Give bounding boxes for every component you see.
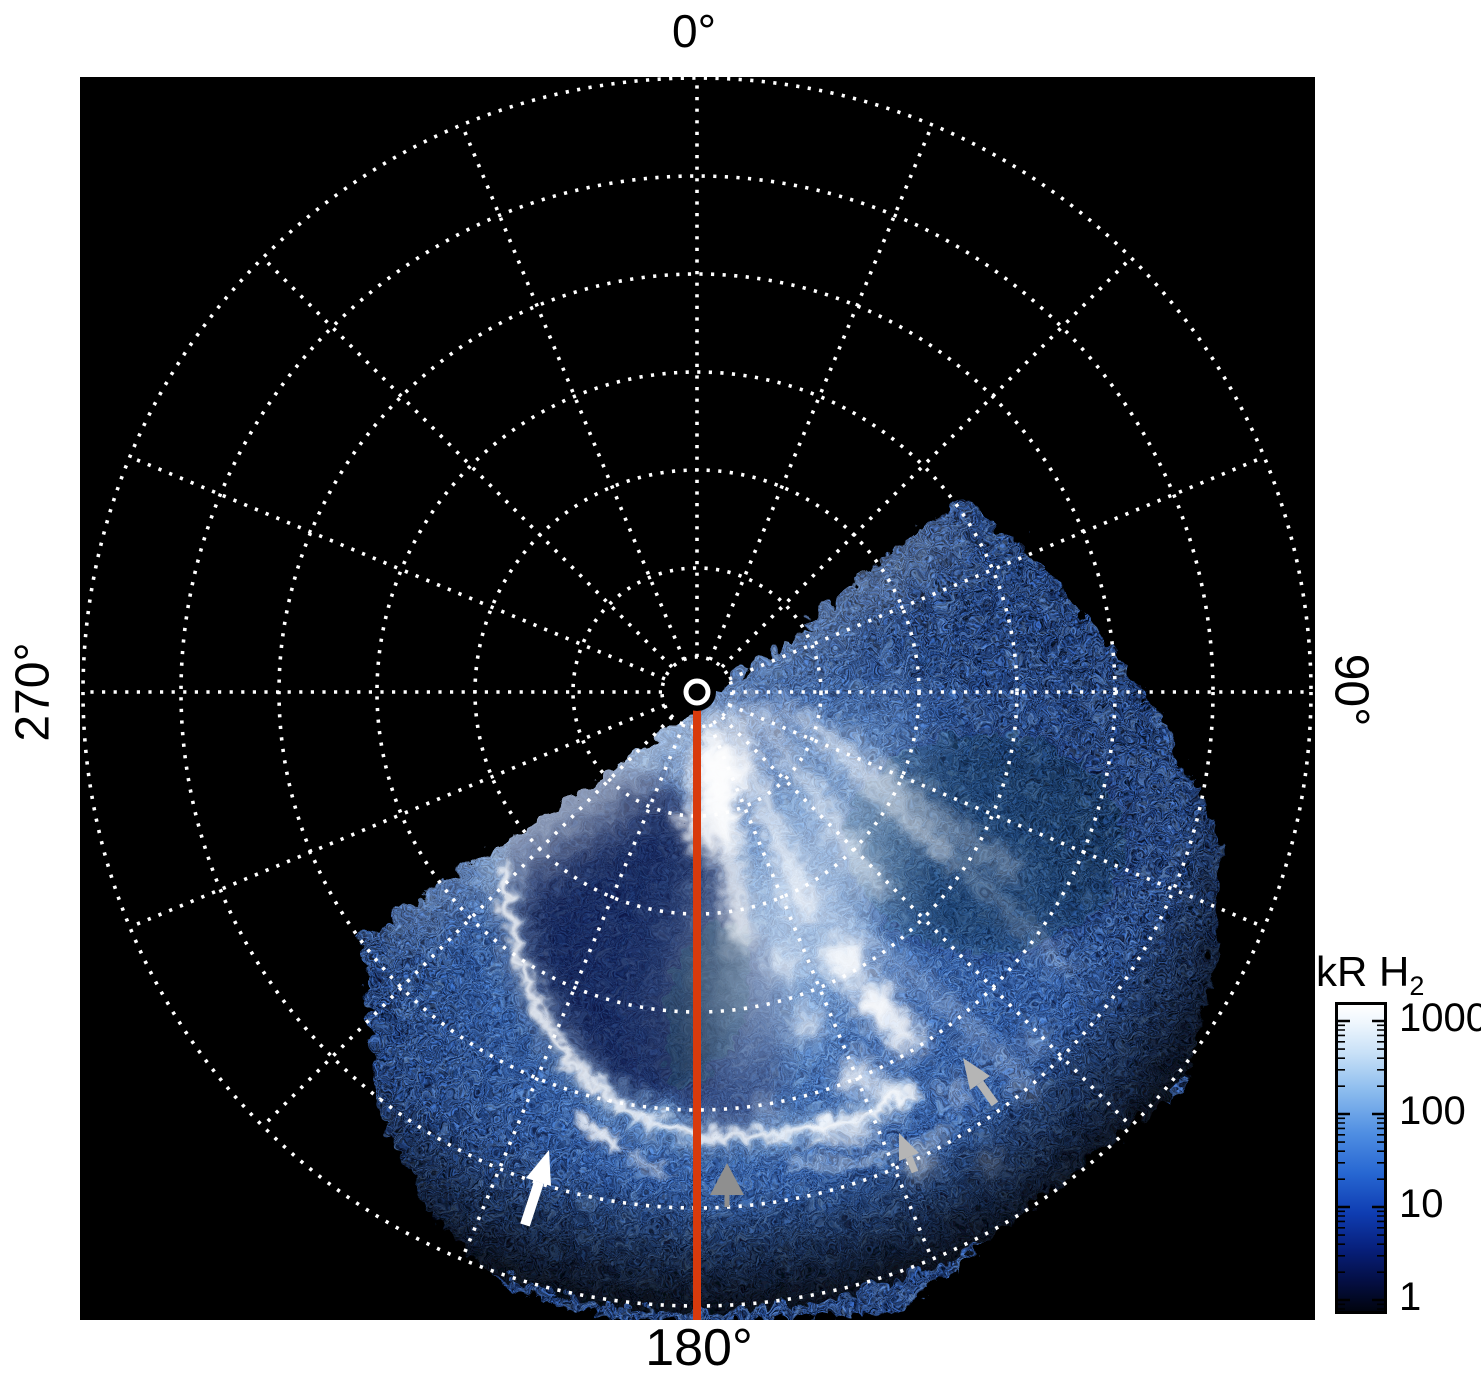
angle-label-180: 180° [645,1319,753,1377]
gray-arrow-annotation-upper [963,1058,999,1107]
colorbar-tick-1000: 1000 [1399,996,1481,1040]
gray-arrow-annotation-lower [899,1133,919,1174]
white-arrow-annotation [520,1150,551,1227]
colorbar-ticks [1338,1019,1384,1310]
colorbar-title: kR H2 [1316,948,1424,1001]
colorbar [1335,1002,1387,1314]
colorbar-tick-10: 10 [1399,1182,1444,1226]
colorbar-tick-1: 1 [1399,1275,1422,1319]
polar-plot-area [80,76,1315,1320]
colorbar-tick-100: 100 [1399,1089,1466,1133]
angle-label-0: 0° [672,5,716,57]
gray-triangle-annotation [710,1163,744,1207]
colorbar-title-main: kR H [1316,948,1410,995]
annotations [520,1058,999,1227]
polar-plot-svg [81,76,1313,1320]
pole-marker [678,673,716,711]
angle-label-270: 270° [6,642,60,742]
colorbar-title-subscript: 2 [1409,971,1425,1001]
angle-label-90: 90° [1324,653,1378,727]
